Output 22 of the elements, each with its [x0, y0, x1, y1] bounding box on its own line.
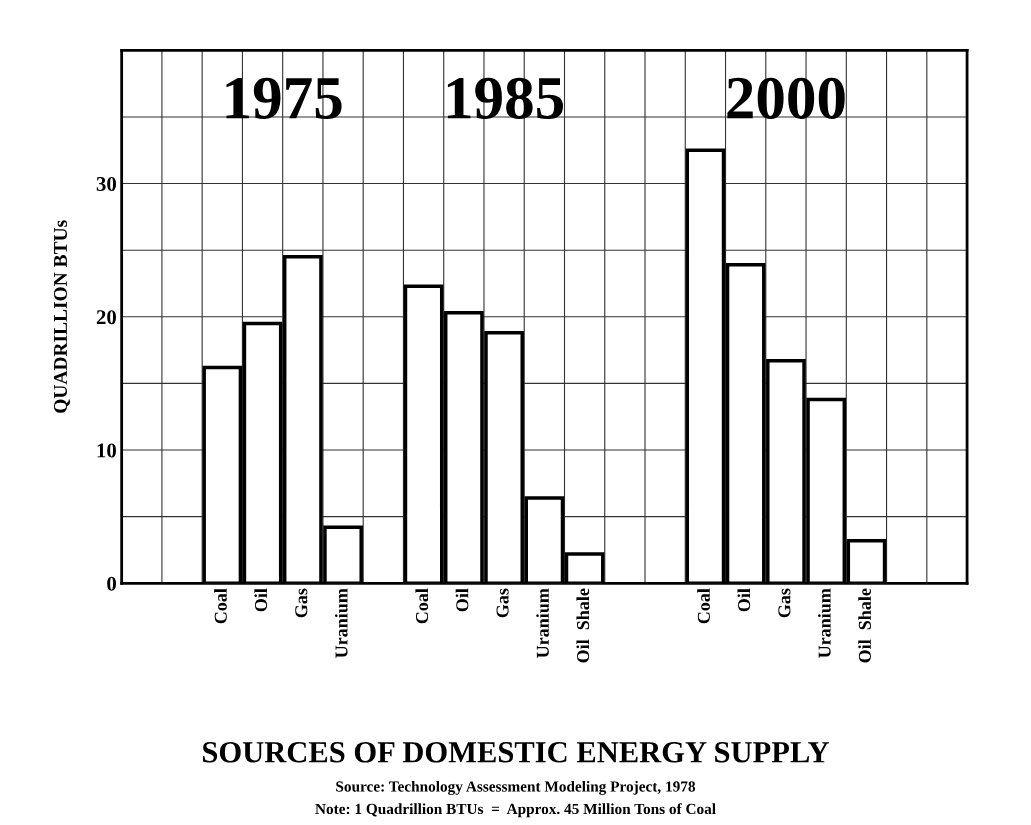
x-tick-label: Gas — [496, 588, 509, 618]
y-tick-label: 0 — [107, 576, 116, 591]
x-tick-label: Coal — [697, 588, 710, 624]
y-tick-label: 30 — [96, 176, 116, 191]
x-tick-label: Gas — [778, 588, 791, 618]
x-tick-label: Oil — [254, 588, 268, 612]
x-tick-label: Gas — [295, 588, 308, 618]
x-tick-label: Oil Shale — [576, 588, 590, 663]
x-tick-label: Oil — [455, 588, 469, 612]
x-tick-label: Uranium — [817, 588, 831, 658]
x-tick-label: Oil — [737, 588, 751, 612]
x-tick-label: Coal — [415, 588, 429, 624]
y-tick-label: 10 — [97, 443, 116, 458]
x-tick-label: Uranium — [334, 588, 348, 658]
x-tick-label: Coal — [214, 588, 227, 624]
y-axis-title: QUADRILLION BTUs — [53, 220, 70, 413]
source-note: Source: Technology Assessment Modeling Project, 1978 — [336, 780, 696, 795]
text: Note: 1 Quadrillion BTUs = Approx. 45 Million Tons of Coal — [315, 803, 716, 818]
x-tick-label: Oil Shale — [858, 588, 871, 663]
y-tick-label: 20 — [96, 310, 116, 325]
x-tick-label: Uranium — [536, 588, 549, 658]
text: SOURCES OF DOMESTIC ENERGY SUPPLY — [203, 741, 830, 763]
